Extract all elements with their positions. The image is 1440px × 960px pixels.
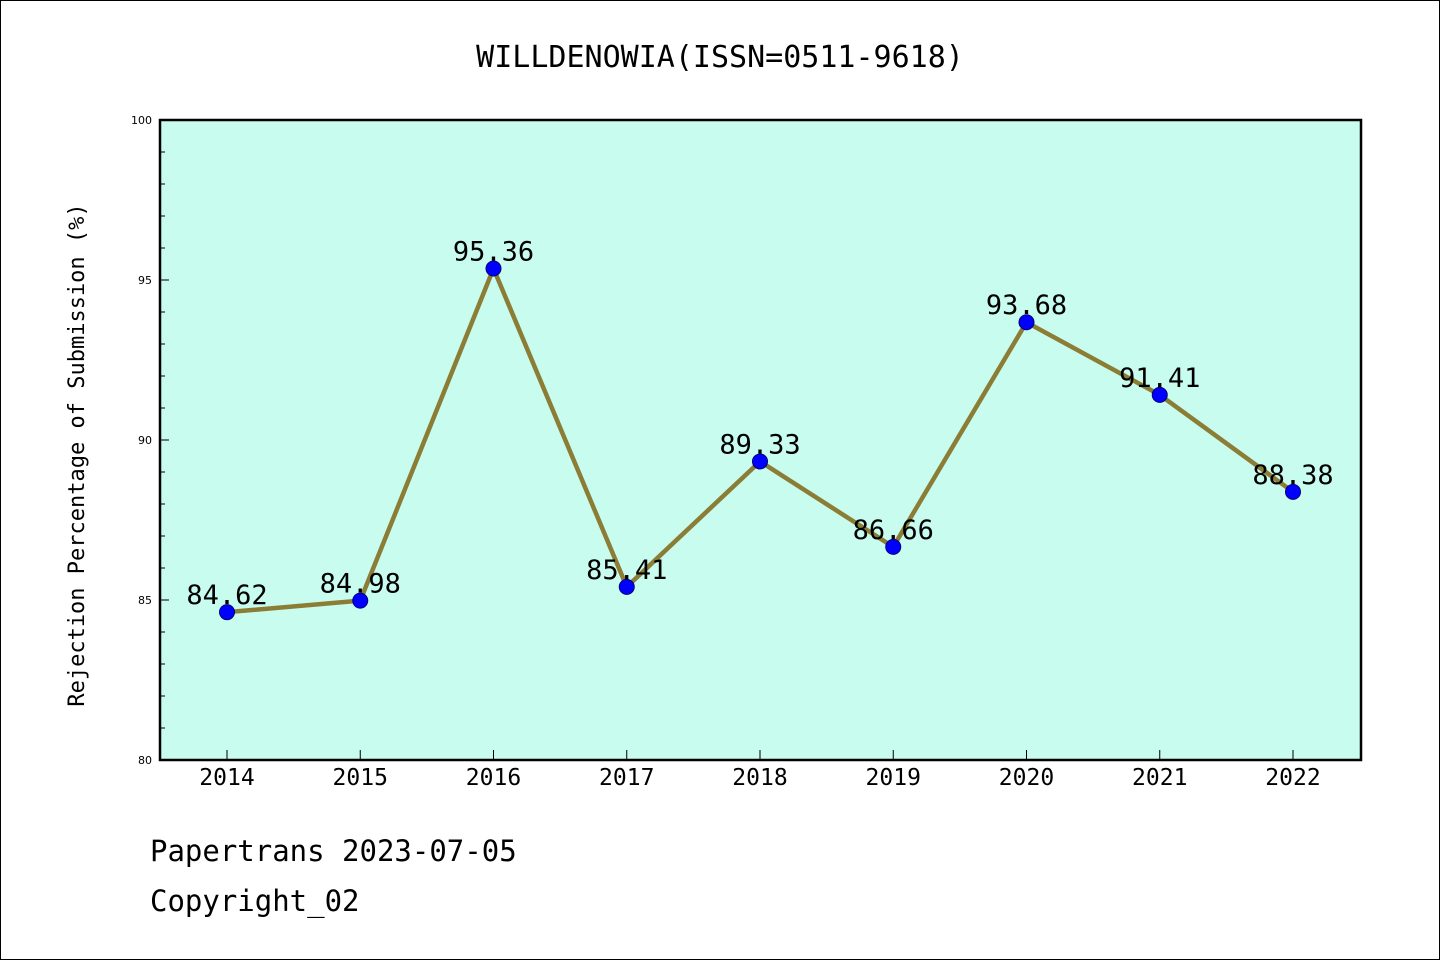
axis-ticks: 80 85 90 95 100 2014 2015 2016 2017 2018 2019 2020 2… <box>131 114 1321 791</box>
data-point <box>618 578 635 595</box>
data-label: 93.68 <box>986 290 1067 321</box>
x-tick-label: 2015 <box>333 765 388 791</box>
y-tick-label: 95 <box>138 274 152 287</box>
data-point <box>1018 314 1035 331</box>
chart-title: WILLDENOWIA(ISSN=0511-9618) <box>476 40 964 75</box>
series-marker-layer <box>219 260 1301 621</box>
x-tick-label: 2014 <box>199 765 254 791</box>
x-tick-label: 2018 <box>732 765 787 791</box>
data-label: 84.98 <box>320 569 401 600</box>
data-point <box>752 453 768 470</box>
data-label: 85.41 <box>586 555 667 586</box>
data-label: 84.62 <box>186 580 267 611</box>
data-point <box>885 538 902 555</box>
data-label: 89.33 <box>719 429 800 460</box>
plot-area <box>160 120 1361 760</box>
y-tick-label: 85 <box>138 594 152 607</box>
data-point <box>1285 483 1301 500</box>
x-tick-label: 2017 <box>599 765 654 791</box>
footer-copyright: Copyright_02 <box>150 884 360 918</box>
data-label-layer: 84.62 84.98 95.36 85.41 89.33 86.66 93.68 91.41… <box>186 236 1333 611</box>
y-tick-label: 90 <box>138 434 152 447</box>
plot-border <box>158 118 1363 762</box>
y-tick-label: 100 <box>131 114 152 127</box>
data-point <box>1151 386 1168 403</box>
x-tick-label: 2022 <box>1265 765 1320 791</box>
data-label: 88.38 <box>1252 460 1333 491</box>
x-tick-label: 2016 <box>466 765 521 791</box>
data-label: 95.36 <box>453 236 534 267</box>
x-tick-label: 2020 <box>999 765 1054 791</box>
data-point <box>485 260 502 277</box>
data-label: 86.66 <box>853 515 934 546</box>
data-point <box>352 592 369 609</box>
y-tick-label: 80 <box>138 754 152 767</box>
x-tick-label: 2021 <box>1132 765 1187 791</box>
data-point <box>219 604 235 621</box>
x-tick-label: 2019 <box>866 765 921 791</box>
data-label: 91.41 <box>1119 363 1200 394</box>
footer-date: Papertrans 2023-07-05 <box>150 834 517 868</box>
y-axis-label: Rejection Percentage of Submission (%) <box>65 203 90 706</box>
